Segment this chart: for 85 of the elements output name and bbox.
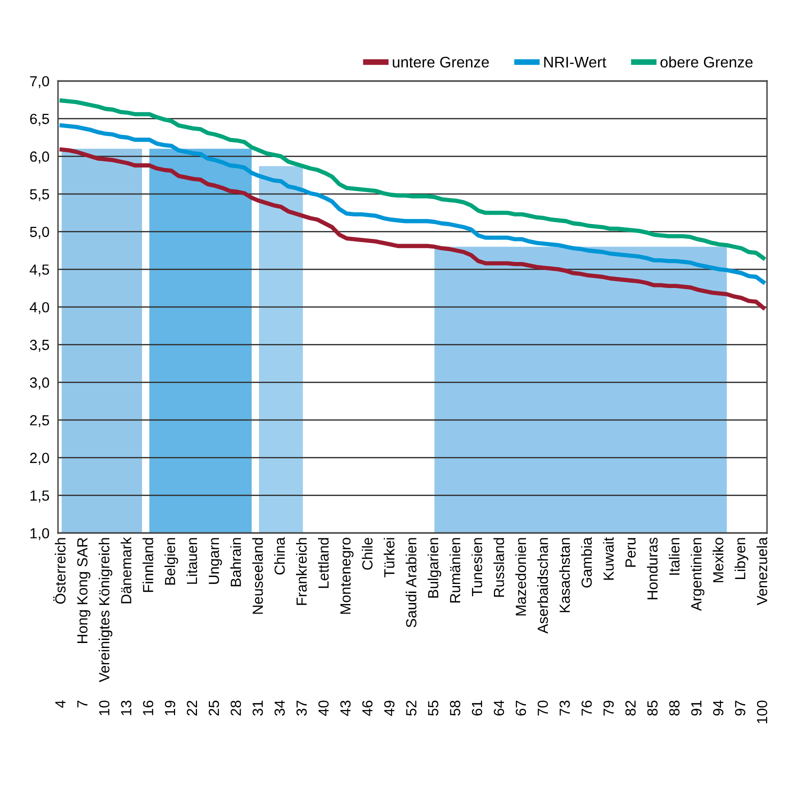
- text: 13: [121, 700, 132, 716]
- x-tick-label: Montenegro: [340, 538, 354, 614]
- text: 64: [494, 700, 504, 716]
- text: 85: [647, 700, 658, 716]
- x-tick-label: Hong Kong SAR: [77, 538, 90, 643]
- x-tick-label: Türkei: [384, 538, 394, 578]
- text: 70: [538, 700, 548, 716]
- x-tick-label: Dänemark: [120, 537, 132, 604]
- y-tick-label: 2,0: [30, 452, 50, 465]
- y-tick-label: 4,0: [30, 302, 50, 314]
- x-tick-label: Chile: [362, 538, 373, 570]
- y-tick-label: 4,5: [30, 264, 50, 276]
- x-tick-label: Belgien: [164, 538, 178, 585]
- text: 94: [713, 700, 724, 716]
- x-tick-label: Vereinigtes Königreich: [98, 538, 112, 682]
- x-tick-label: Russland: [493, 538, 504, 597]
- x-tick-label: Kasachstan: [559, 538, 570, 612]
- text: 100: [756, 700, 768, 724]
- text: 16: [142, 700, 154, 716]
- y-tick-label: 6,0: [30, 151, 50, 164]
- text: 25: [208, 700, 220, 716]
- x-tick-label: Österreich: [53, 538, 66, 604]
- x-tick-label: Lettland: [318, 538, 329, 588]
- text: 82: [625, 700, 636, 716]
- text: 7: [77, 700, 88, 708]
- text: 37: [296, 700, 307, 716]
- line-series: [60, 123, 766, 284]
- x-tick-label: Honduras: [646, 538, 658, 600]
- text: 34: [274, 700, 285, 716]
- y-tick-label: 2,5: [30, 415, 50, 428]
- text: 19: [164, 700, 176, 716]
- text: 49: [384, 700, 394, 716]
- text: 10: [99, 700, 110, 716]
- x-tick-label: Rumänien: [450, 538, 460, 602]
- y-tick-label: 6,5: [30, 114, 50, 126]
- x-tick-label: Litauen: [186, 538, 198, 584]
- x-tick-label: Ungarn: [208, 538, 222, 584]
- x-tick-label: Aserbaidschan: [537, 538, 548, 634]
- text: 67: [516, 700, 526, 716]
- y-tick-label: 3,5: [30, 340, 50, 352]
- text: 43: [340, 700, 351, 716]
- x-tick-label: Mexiko: [712, 538, 724, 582]
- y-tick-label: 5,0: [30, 226, 50, 239]
- x-tick-label: Mazedonien: [515, 538, 526, 616]
- text: 91: [691, 700, 702, 716]
- text: 73: [560, 700, 570, 716]
- x-tick-label: Neuseeland: [252, 538, 263, 614]
- text: 55: [428, 700, 438, 716]
- text: 4: [55, 700, 66, 708]
- line-series: [60, 98, 766, 260]
- x-tick-label: Argentinien: [690, 538, 704, 611]
- x-tick-label: Italien: [668, 538, 680, 575]
- y-tick-label: 7,0: [30, 76, 50, 88]
- x-tick-label: Libyen: [734, 538, 748, 579]
- text: 58: [450, 700, 460, 716]
- x-tick-label: Bahrain: [230, 538, 241, 586]
- text: 52: [406, 700, 416, 716]
- legend-label: untere Grenze: [392, 56, 489, 68]
- line-series: [60, 147, 766, 310]
- text: 40: [318, 700, 329, 716]
- legend-label: NRI-Wert: [544, 56, 606, 68]
- x-tick-label: Venezuela: [756, 537, 768, 606]
- text: 22: [186, 700, 197, 716]
- x-tick-label: Saudi Arabien: [406, 538, 416, 628]
- text: 28: [230, 700, 241, 716]
- text: 79: [603, 700, 614, 716]
- x-tick-label: Tunesien: [471, 538, 482, 596]
- text: 31: [252, 700, 263, 716]
- x-tick-label: Gambia: [581, 537, 592, 588]
- y-tick-label: 1,0: [30, 528, 50, 540]
- x-tick-label: Bulgarien: [428, 538, 442, 598]
- x-tick-label: Frankreich: [296, 538, 307, 605]
- y-tick-label: 5,5: [30, 189, 50, 202]
- x-tick-label: Finnland: [142, 538, 154, 592]
- text: 88: [669, 700, 680, 716]
- x-tick-label: China: [274, 537, 285, 575]
- x-tick-label: Kuwait: [603, 537, 614, 580]
- y-tick-label: 1,5: [30, 490, 50, 502]
- x-tick-label: Peru: [626, 538, 636, 567]
- text: 76: [582, 700, 592, 716]
- legend-label: obere Grenze: [660, 56, 753, 68]
- y-tick-label: 3,0: [30, 377, 50, 390]
- text: 46: [362, 700, 373, 716]
- text: 61: [472, 700, 482, 716]
- text: 97: [735, 700, 746, 716]
